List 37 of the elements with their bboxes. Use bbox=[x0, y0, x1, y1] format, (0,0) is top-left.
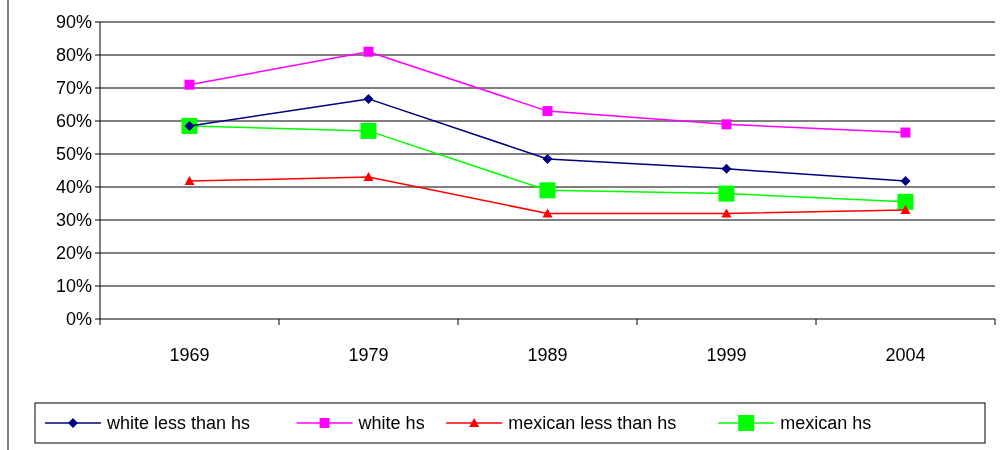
x-tick-label: 2004 bbox=[885, 345, 926, 365]
y-tick-label: 10% bbox=[55, 276, 92, 297]
point bbox=[363, 46, 374, 57]
point bbox=[539, 182, 556, 199]
x-tick-label: 1989 bbox=[527, 345, 568, 365]
y-tick-label: 30% bbox=[55, 210, 92, 231]
point bbox=[184, 79, 195, 90]
point bbox=[721, 208, 732, 218]
point bbox=[900, 176, 911, 187]
point bbox=[542, 208, 553, 218]
point bbox=[363, 93, 374, 104]
legend-label: mexican hs bbox=[780, 413, 872, 434]
legend-label: white less than hs bbox=[106, 413, 251, 434]
y-tick-label: 80% bbox=[55, 45, 92, 66]
point bbox=[897, 193, 914, 210]
point bbox=[360, 122, 377, 139]
y-tick-label: 0% bbox=[65, 309, 92, 330]
point bbox=[718, 185, 735, 202]
point bbox=[900, 127, 911, 138]
y-tick-label: 40% bbox=[55, 177, 92, 198]
legend-label: white hs bbox=[357, 413, 425, 434]
x-tick-label: 1969 bbox=[169, 345, 210, 365]
y-tick-label: 50% bbox=[55, 144, 92, 165]
point bbox=[721, 163, 732, 174]
y-tick-label: 70% bbox=[55, 78, 92, 99]
legend-label: mexican less than hs bbox=[508, 413, 677, 434]
point bbox=[363, 172, 374, 182]
y-tick-label: 60% bbox=[55, 111, 92, 132]
x-tick-label: 1999 bbox=[706, 345, 747, 365]
y-tick-label: 20% bbox=[55, 243, 92, 264]
x-tick-label: 1979 bbox=[348, 345, 389, 365]
y-tick-label: 90% bbox=[55, 12, 92, 33]
point bbox=[184, 176, 195, 186]
point bbox=[542, 106, 553, 117]
point bbox=[900, 205, 911, 215]
point bbox=[721, 119, 732, 130]
point bbox=[542, 153, 553, 164]
